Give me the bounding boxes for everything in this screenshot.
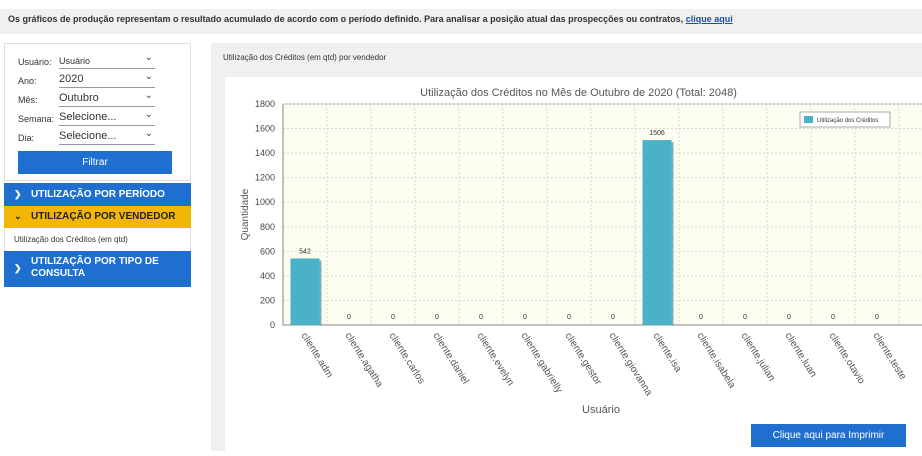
x-tick-label: cliente.daniel — [430, 331, 470, 386]
x-tick-label: cliente.evelyn — [474, 331, 515, 388]
chevron-down-icon: ⌄ — [144, 90, 153, 101]
y-tick-label: 1600 — [255, 124, 275, 134]
chevron-right-icon: ❯ — [14, 263, 22, 273]
usuario-value: Usuário — [59, 56, 91, 66]
y-tick-label: 1000 — [255, 197, 275, 207]
bar — [642, 140, 672, 325]
chevron-down-icon: ⌄ — [14, 211, 22, 221]
chevron-down-icon: ⌄ — [144, 52, 153, 63]
ano-value: 2020 — [59, 73, 84, 85]
menu-utilizacao-tipo-consulta[interactable]: ❯ UTILIZAÇÃO POR TIPO DE CONSULTA — [4, 251, 191, 287]
y-tick-label: 800 — [260, 222, 275, 232]
x-tick-label: cliente.otavio — [826, 331, 866, 387]
bar-chart: Utilização dos Créditos no Mês de Outubr… — [240, 87, 922, 416]
semana-value: Selecione... — [59, 111, 117, 123]
data-label: 0 — [699, 314, 703, 321]
semana-select[interactable]: Selecione... ⌄ — [59, 109, 155, 126]
data-label: 0 — [523, 314, 527, 321]
x-tick-label: cliente.isa — [650, 331, 683, 375]
dia-value: Selecione... — [59, 130, 117, 142]
y-tick-label: 200 — [260, 295, 275, 305]
legend-swatch — [804, 116, 813, 123]
chevron-right-icon: ❯ — [14, 189, 22, 199]
chevron-down-icon: ⌄ — [144, 109, 153, 120]
x-tick-label: cliente.agatha — [342, 331, 385, 390]
filtrar-button[interactable]: Filtrar — [18, 151, 172, 174]
legend-label: Utilização dos Créditos — [817, 118, 878, 124]
dia-select[interactable]: Selecione... ⌄ — [59, 128, 155, 145]
x-tick-label: cliente.giovanna — [606, 331, 654, 398]
menu-vendedor-label: UTILIZAÇÃO POR VENDEDOR — [31, 211, 176, 222]
menu-tipo-line1: UTILIZAÇÃO POR TIPO DE — [31, 256, 159, 267]
data-label: 0 — [435, 314, 439, 321]
data-label: 0 — [787, 314, 791, 321]
filter-dia: Dia: Selecione... ⌄ — [5, 127, 192, 145]
chevron-down-icon: ⌄ — [144, 71, 153, 82]
x-axis-label: Usuário — [582, 404, 620, 416]
chart-panel: Utilização dos Créditos (em qtd) por ven… — [211, 43, 922, 451]
y-tick-label: 1400 — [255, 148, 275, 158]
legend-box — [799, 111, 891, 128]
info-link[interactable]: clique aqui — [685, 14, 733, 24]
x-tick-label: cliente.teste — [870, 331, 908, 382]
plot-area — [282, 103, 922, 326]
x-tick-label: cliente.gestor — [562, 331, 603, 388]
y-tick-label: 1200 — [255, 173, 275, 183]
data-label: 1506 — [649, 130, 665, 137]
usuario-label: Usuário: — [18, 57, 52, 67]
chart-title: Utilização dos Créditos no Mês de Outubr… — [420, 87, 737, 99]
x-tick-label: cliente.isabela — [694, 331, 737, 391]
mes-select[interactable]: Outubro ⌄ — [59, 90, 155, 107]
chart-panel-header: Utilização dos Créditos (em qtd) por ven… — [223, 53, 387, 62]
x-tick-label: cliente.luan — [782, 331, 818, 380]
y-tick-label: 600 — [260, 246, 275, 256]
menu-periodo-label: UTILIZAÇÃO POR PERÍODO — [31, 189, 165, 200]
dia-label: Dia: — [18, 133, 35, 143]
filter-ano: Ano: 2020 ⌄ — [5, 70, 192, 88]
x-tick-label: cliente.gabrielly — [518, 331, 564, 395]
chart-box: Utilização dos Créditos no Mês de Outubr… — [225, 77, 922, 451]
data-label: 0 — [391, 314, 395, 321]
data-label: 0 — [567, 314, 571, 321]
y-axis-label: Quantidade — [240, 188, 251, 240]
menu-utilizacao-vendedor[interactable]: ⌄ UTILIZAÇÃO POR VENDEDOR — [4, 206, 191, 228]
data-label: 0 — [611, 314, 615, 321]
bar — [290, 258, 320, 325]
data-label: 542 — [299, 248, 311, 255]
mes-value: Outubro — [59, 92, 99, 104]
data-label: 0 — [347, 314, 351, 321]
y-tick-label: 0 — [270, 320, 275, 330]
data-label: 0 — [479, 314, 483, 321]
filter-semana: Semana: Selecione... ⌄ — [5, 108, 192, 126]
data-label: 0 — [831, 314, 835, 321]
menu-tipo-label: UTILIZAÇÃO POR TIPO DE CONSULTA — [31, 256, 159, 280]
filter-mes: Mês: Outubro ⌄ — [5, 89, 192, 107]
y-tick-label: 400 — [260, 271, 275, 281]
ano-select[interactable]: 2020 ⌄ — [59, 71, 155, 88]
chevron-down-icon: ⌄ — [144, 128, 153, 139]
x-tick-label: cliente.carlos — [386, 331, 426, 386]
x-tick-label: cliente.julian — [738, 331, 776, 384]
menu-tipo-line2: CONSULTA — [31, 268, 86, 279]
usuario-select[interactable]: Usuário ⌄ — [59, 52, 155, 69]
data-label: 0 — [743, 314, 747, 321]
data-label: 0 — [875, 314, 879, 321]
filter-usuario: Usuário: Usuário ⌄ — [5, 51, 192, 69]
print-button[interactable]: Clique aqui para Imprimir — [751, 424, 906, 447]
ano-label: Ano: — [18, 76, 37, 86]
semana-label: Semana: — [18, 114, 55, 124]
info-text: Os gráficos de produção representam o re… — [8, 14, 684, 24]
submenu-utilizacao-creditos[interactable]: Utilização dos Créditos (em qtd) — [4, 229, 191, 251]
menu-utilizacao-periodo[interactable]: ❯ UTILIZAÇÃO POR PERÍODO — [4, 183, 191, 206]
info-bar: Os gráficos de produção representam o re… — [0, 9, 922, 34]
y-tick-label: 1800 — [255, 99, 275, 109]
x-tick-label: cliente.adm — [298, 331, 334, 380]
mes-label: Mês: — [18, 95, 38, 105]
